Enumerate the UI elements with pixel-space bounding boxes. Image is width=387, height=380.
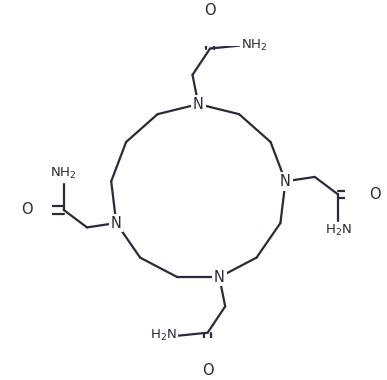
Text: N: N xyxy=(214,270,225,285)
Text: O: O xyxy=(202,363,214,378)
Text: N: N xyxy=(280,174,291,189)
Text: N: N xyxy=(111,215,122,231)
Text: H$_2$N: H$_2$N xyxy=(325,223,351,238)
Text: O: O xyxy=(21,203,33,217)
Text: N: N xyxy=(193,97,204,112)
Text: O: O xyxy=(204,3,216,18)
Text: NH$_2$: NH$_2$ xyxy=(241,38,267,53)
Text: NH$_2$: NH$_2$ xyxy=(50,166,77,181)
Text: O: O xyxy=(369,187,380,202)
Text: H$_2$N: H$_2$N xyxy=(150,328,177,343)
